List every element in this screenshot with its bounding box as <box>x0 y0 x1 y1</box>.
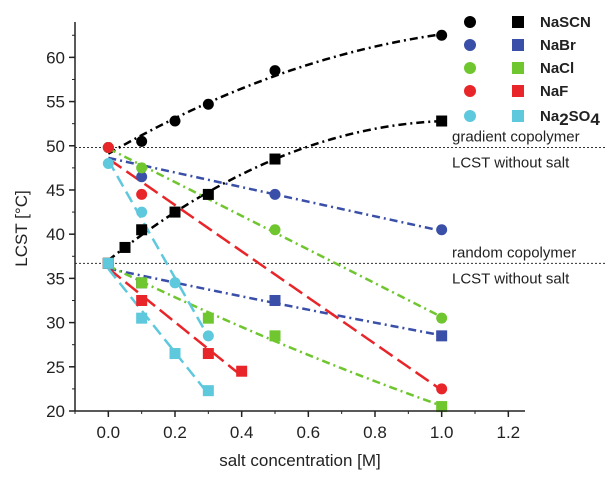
data-point-square <box>236 365 248 377</box>
y-tick-label: 50 <box>46 137 65 156</box>
trend-line <box>107 268 210 395</box>
legend-circle-marker <box>464 85 476 97</box>
data-point-circle <box>136 188 148 200</box>
data-point-circle <box>102 157 114 169</box>
data-point-square <box>136 277 148 289</box>
data-point-square <box>136 312 148 324</box>
x-tick-label: 0.2 <box>163 423 187 442</box>
x-tick-label: 0.4 <box>230 423 254 442</box>
data-point-square <box>136 224 148 236</box>
legend-circle-marker <box>464 62 476 74</box>
y-tick-label: 30 <box>46 314 65 333</box>
legend-circle-marker <box>464 110 476 122</box>
data-point-circle <box>202 98 214 110</box>
trend-line <box>108 156 442 233</box>
data-point-square <box>202 385 214 397</box>
legend-label: NaSCN <box>540 14 591 31</box>
y-axis-title: LCST [°C] <box>12 190 31 266</box>
legend-square-marker <box>512 39 524 51</box>
legend-circle-marker <box>464 16 476 28</box>
y-tick-label: 55 <box>46 93 65 112</box>
x-tick-label: 0.8 <box>363 423 387 442</box>
trend-lines <box>107 33 443 407</box>
legend-label: NaF <box>540 83 568 100</box>
legend-square-marker <box>512 16 524 28</box>
trend-line <box>108 267 442 337</box>
data-point-circle <box>136 162 148 174</box>
axes: 0.0 0.2 0.4 0.6 0.8 1.0 1.2 20 25 30 35 40 45 50 55 60 <box>46 22 525 442</box>
data-point-square <box>269 294 281 306</box>
y-tick-label: 45 <box>46 181 65 200</box>
data-point-circle <box>136 171 148 183</box>
x-axis-title: salt concentration [M] <box>219 451 381 470</box>
reference-annotation-line1: random copolymer <box>452 244 576 261</box>
legend-circle-marker <box>464 39 476 51</box>
data-point-square <box>436 330 448 342</box>
legend-square-marker <box>512 110 524 122</box>
legend-label: Na2SO4 <box>540 108 600 129</box>
data-point-square <box>102 257 114 269</box>
trend-line <box>107 33 442 155</box>
data-point-circle <box>269 188 281 200</box>
data-point-square <box>436 401 448 413</box>
data-point-square <box>136 294 148 306</box>
y-ticks: 20 25 30 35 40 45 50 55 60 <box>46 34 75 421</box>
data-point-circle <box>136 206 148 218</box>
data-point-square <box>119 241 131 253</box>
y-tick-label: 20 <box>46 402 65 421</box>
data-point-circle <box>436 29 448 41</box>
data-point-circle <box>169 115 181 127</box>
trend-line <box>107 119 442 262</box>
data-point-circle <box>436 383 448 395</box>
x-tick-label: 1.2 <box>497 423 521 442</box>
trend-line <box>107 159 210 338</box>
data-point-square <box>202 312 214 324</box>
legend-square-marker <box>512 62 524 74</box>
data-point-circle <box>102 142 114 154</box>
y-tick-label: 35 <box>46 269 65 288</box>
data-point-circle <box>436 224 448 236</box>
legend-label: NaCl <box>540 60 574 77</box>
x-tick-label: 0.0 <box>97 423 121 442</box>
legend: NaSCN NaBr NaCl NaF Na2SO4 <box>464 14 600 129</box>
reference-annotation-line2: LCST without salt <box>452 155 570 172</box>
data-point-square <box>202 188 214 200</box>
reference-annotation-line1: gradient copolymer <box>452 129 580 146</box>
y-tick-label: 40 <box>46 225 65 244</box>
reference-lines <box>75 147 605 264</box>
trend-line <box>107 267 243 377</box>
legend-square-marker <box>512 85 524 97</box>
data-point-square <box>269 153 281 165</box>
data-point-square <box>169 348 181 360</box>
data-point-circle <box>169 277 181 289</box>
data-point-circle <box>269 65 281 77</box>
data-point-circle <box>136 135 148 147</box>
data-point-circle <box>436 312 448 324</box>
y-tick-label: 25 <box>46 358 65 377</box>
data-point-circle <box>202 330 214 342</box>
x-tick-label: 1.0 <box>430 423 454 442</box>
data-point-square <box>436 115 448 127</box>
data-point-circle <box>269 224 281 236</box>
data-point-square <box>269 330 281 342</box>
y-tick-label: 60 <box>46 48 65 67</box>
legend-label: NaBr <box>540 37 576 54</box>
data-point-square <box>202 348 214 360</box>
trend-line <box>107 157 443 392</box>
x-ticks: 0.0 0.2 0.4 0.6 0.8 1.0 1.2 <box>74 411 521 442</box>
reference-annotation-line2: LCST without salt <box>452 270 570 287</box>
reference-annotations: gradient copolymer LCST without salt rando… <box>452 129 580 288</box>
x-tick-label: 0.6 <box>297 423 321 442</box>
data-point-square <box>169 206 181 218</box>
data-markers <box>102 29 448 413</box>
